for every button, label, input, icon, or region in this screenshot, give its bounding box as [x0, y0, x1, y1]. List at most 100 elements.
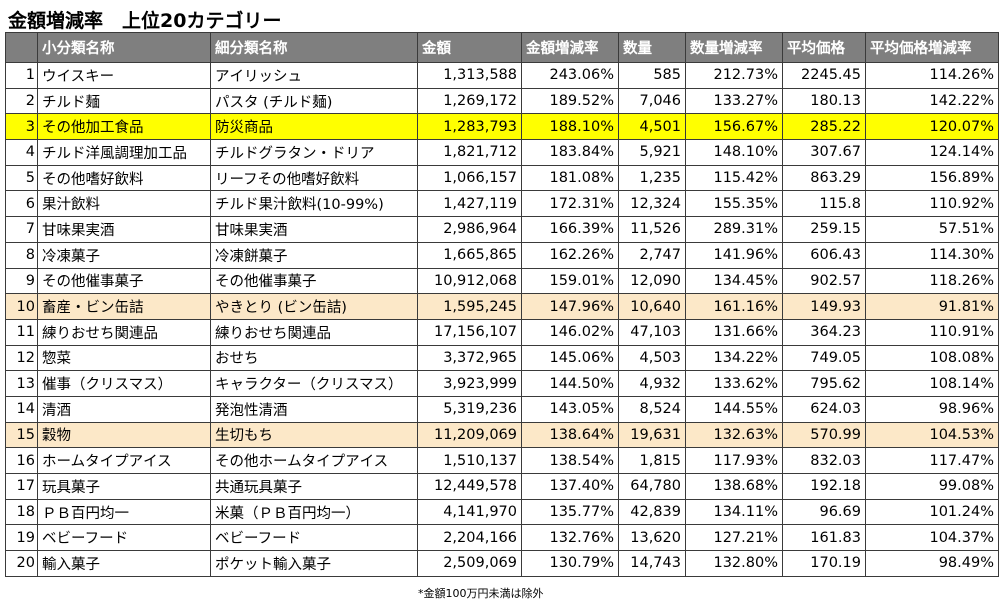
detail-category-cell: 冷凍餅菓子	[210, 241, 418, 269]
amount-rate-cell: 130.79%	[521, 550, 619, 577]
rank-cell: 9	[5, 267, 38, 295]
average-price-cell: 832.03	[782, 447, 866, 474]
amount-cell: 1,595,245	[417, 293, 522, 320]
average-price-rate-cell: 108.14%	[865, 370, 999, 397]
rank-cell: 3	[5, 113, 38, 141]
subcategory-cell: 清酒	[37, 395, 211, 423]
detail-category-cell: やきとり (ビン缶詰)	[210, 293, 418, 320]
quantity-cell: 7,046	[618, 87, 686, 115]
rank-cell: 6	[5, 190, 38, 218]
amount-cell: 1,510,137	[417, 447, 522, 474]
subcategory-cell: ベビーフード	[37, 524, 211, 552]
table-row: 8 冷凍菓子 冷凍餅菓子 1,665,865 162.26% 2,747 141.96% 60…	[5, 241, 999, 269]
average-price-rate-cell: 101.24%	[865, 498, 999, 526]
table-row: 14 清酒 発泡性清酒 5,319,236 143.05% 8,524 144.55% 624…	[5, 395, 999, 423]
average-price-cell: 902.57	[782, 267, 866, 295]
quantity-rate-cell: 134.45%	[685, 267, 783, 295]
amount-rate-cell: 189.52%	[521, 87, 619, 115]
average-price-rate-cell: 114.30%	[865, 241, 999, 269]
amount-cell: 3,372,965	[417, 344, 522, 372]
table-row: 20 輸入菓子 ポケット輸入菓子 2,509,069 130.79% 14,743 132.…	[5, 550, 999, 577]
subcategory-cell: 輸入菓子	[37, 550, 211, 577]
rank-cell: 10	[5, 293, 38, 320]
table-row: 5 その他嗜好飲料 リーフその他嗜好飲料 1,066,157 181.08% 1,235 1…	[5, 164, 999, 192]
quantity-cell: 8,524	[618, 395, 686, 423]
amount-cell: 1,665,865	[417, 241, 522, 269]
table-row: 17 玩具菓子 共通玩具菓子 12,449,578 137.40% 64,780 138.6…	[5, 473, 999, 500]
rank-cell: 15	[5, 421, 38, 449]
rank-cell: 13	[5, 370, 38, 397]
table-row: 3 その他加工食品 防災商品 1,283,793 188.10% 4,501 156.67%…	[5, 113, 999, 141]
column-header-quantity-rate: 数量増減率	[685, 32, 783, 63]
average-price-cell: 115.8	[782, 190, 866, 218]
quantity-rate-cell: 117.93%	[685, 447, 783, 474]
amount-cell: 12,449,578	[417, 473, 522, 500]
table-row: 7 甘味果実酒 甘味果実酒 2,986,964 166.39% 11,526 289.31%…	[5, 216, 999, 243]
column-header-subcategory: 小分類名称	[37, 32, 211, 63]
quantity-rate-cell: 138.68%	[685, 473, 783, 500]
amount-cell: 10,912,068	[417, 267, 522, 295]
table-row: 18 ＰＢ百円均一 米菓（ＰＢ百円均一） 4,141,970 135.77% 42,839…	[5, 498, 999, 526]
amount-cell: 1,427,119	[417, 190, 522, 218]
subcategory-cell: 玩具菓子	[37, 473, 211, 500]
average-price-rate-cell: 110.91%	[865, 318, 999, 346]
subcategory-cell: その他催事菓子	[37, 267, 211, 295]
average-price-rate-cell: 91.81%	[865, 293, 999, 320]
average-price-cell: 192.18	[782, 473, 866, 500]
average-price-rate-cell: 57.51%	[865, 216, 999, 243]
quantity-cell: 14,743	[618, 550, 686, 577]
rank-cell: 1	[5, 62, 38, 89]
table-row: 12 惣菜 おせち 3,372,965 145.06% 4,503 134.22% 749.0…	[5, 344, 999, 372]
amount-rate-cell: 143.05%	[521, 395, 619, 423]
table-row: 15 穀物 生切もち 11,209,069 138.64% 19,631 132.63% 57…	[5, 421, 999, 449]
detail-category-cell: その他催事菓子	[210, 267, 418, 295]
quantity-rate-cell: 161.16%	[685, 293, 783, 320]
table-row: 19 ベビーフード ベビーフード 2,204,166 132.76% 13,620 127.…	[5, 524, 999, 552]
quantity-rate-cell: 134.22%	[685, 344, 783, 372]
average-price-cell: 364.23	[782, 318, 866, 346]
amount-cell: 1,313,588	[417, 62, 522, 89]
table-header-row: 小分類名称 細分類名称 金額 金額増減率 数量 数量増減率 平均価格 平均価格増…	[5, 32, 999, 63]
average-price-cell: 570.99	[782, 421, 866, 449]
quantity-cell: 10,640	[618, 293, 686, 320]
detail-category-cell: 共通玩具菓子	[210, 473, 418, 500]
amount-cell: 1,821,712	[417, 139, 522, 166]
rank-cell: 14	[5, 395, 38, 423]
detail-category-cell: チルド果汁飲料(10-99%)	[210, 190, 418, 218]
detail-category-cell: 練りおせち関連品	[210, 318, 418, 346]
subcategory-cell: ウイスキー	[37, 62, 211, 89]
subcategory-cell: その他嗜好飲料	[37, 164, 211, 192]
subcategory-cell: 冷凍菓子	[37, 241, 211, 269]
average-price-rate-cell: 124.14%	[865, 139, 999, 166]
column-header-average-price-rate: 平均価格増減率	[865, 32, 999, 63]
detail-category-cell: 生切もち	[210, 421, 418, 449]
average-price-rate-cell: 114.26%	[865, 62, 999, 89]
amount-cell: 11,209,069	[417, 421, 522, 449]
column-header-amount: 金額	[417, 32, 522, 63]
amount-cell: 2,986,964	[417, 216, 522, 243]
detail-category-cell: パスタ (チルド麺)	[210, 87, 418, 115]
table-row: 13 催事（クリスマス） キャラクター（クリスマス） 3,923,999 144.50%…	[5, 370, 999, 397]
quantity-cell: 4,501	[618, 113, 686, 141]
column-header-rank	[5, 32, 38, 63]
rank-cell: 5	[5, 164, 38, 192]
average-price-cell: 285.22	[782, 113, 866, 141]
quantity-cell: 585	[618, 62, 686, 89]
quantity-cell: 4,503	[618, 344, 686, 372]
subcategory-cell: チルド麺	[37, 87, 211, 115]
quantity-cell: 47,103	[618, 318, 686, 346]
average-price-cell: 624.03	[782, 395, 866, 423]
average-price-cell: 161.83	[782, 524, 866, 552]
average-price-rate-cell: 99.08%	[865, 473, 999, 500]
average-price-cell: 96.69	[782, 498, 866, 526]
amount-cell: 17,156,107	[417, 318, 522, 346]
average-price-rate-cell: 156.89%	[865, 164, 999, 192]
rank-cell: 8	[5, 241, 38, 269]
average-price-cell: 2245.45	[782, 62, 866, 89]
table-row: 4 チルド洋風調理加工品 チルドグラタン・ドリア 1,821,712 183.84% 5,…	[5, 139, 999, 166]
quantity-cell: 4,932	[618, 370, 686, 397]
page-title: 金額増減率 上位20カテゴリー	[8, 10, 282, 32]
column-header-quantity: 数量	[618, 32, 686, 63]
average-price-cell: 749.05	[782, 344, 866, 372]
subcategory-cell: ＰＢ百円均一	[37, 498, 211, 526]
